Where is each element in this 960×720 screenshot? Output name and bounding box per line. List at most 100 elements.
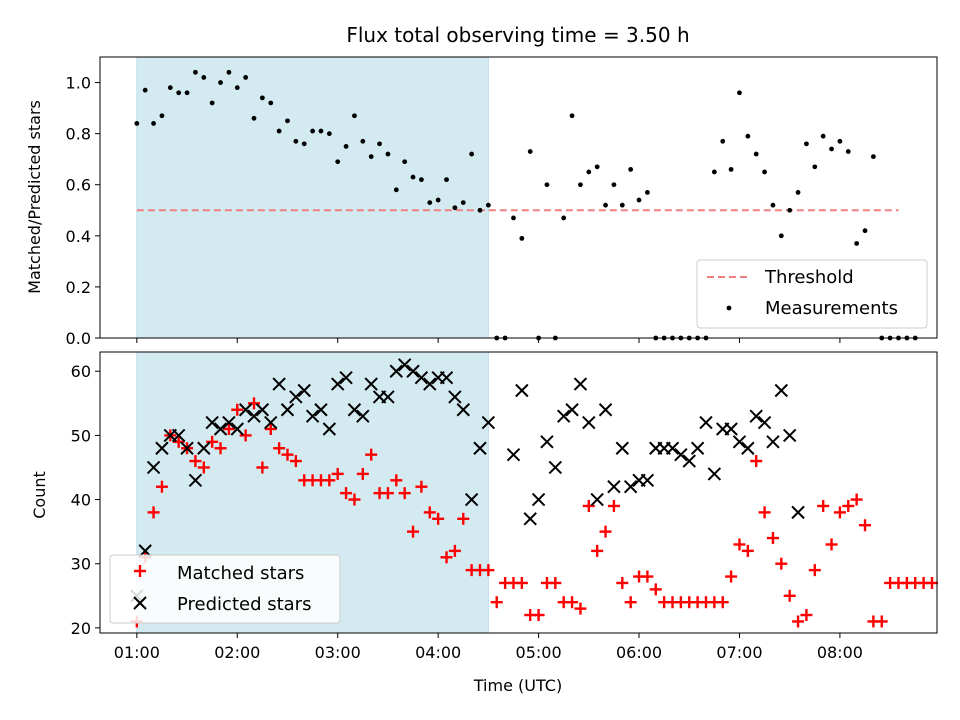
- matched-stars-point: [482, 564, 495, 577]
- count-panel: Count Time (UTC) 01:00 02:00 03:00 04:00 05:…: [30, 351, 938, 695]
- matched-stars-point: [239, 429, 252, 442]
- matched-stars-point: [817, 499, 830, 512]
- x-tick-label: 02:00: [214, 643, 260, 662]
- y-axis-label-count: Count: [30, 471, 49, 519]
- measurement-point: [193, 69, 198, 75]
- measurement-point: [820, 133, 826, 139]
- predicted-stars-point: [548, 460, 563, 475]
- matched-stars-point: [859, 519, 872, 532]
- y-tick-label: 0.6: [66, 176, 91, 195]
- predicted-stars-point: [782, 428, 797, 443]
- predicted-stars-point: [556, 409, 571, 423]
- matched-stars-point: [766, 532, 779, 545]
- matched-stars-point: [415, 480, 428, 493]
- matched-stars-point: [925, 576, 938, 589]
- legend-measurements-swatch: [726, 305, 732, 311]
- matched-stars-point: [733, 538, 746, 551]
- predicted-stars-point: [582, 415, 596, 430]
- measurement-point: [854, 241, 860, 246]
- measurement-point: [720, 138, 726, 144]
- matched-stars-point: [549, 576, 562, 589]
- predicted-stars-point: [640, 473, 655, 488]
- legend-measurements-label: Measurements: [765, 298, 898, 319]
- predicted-stars-point: [155, 441, 169, 455]
- legend-matched-swatch: [134, 565, 146, 577]
- predicted-stars-point: [247, 409, 261, 423]
- measurement-point: [728, 167, 734, 172]
- predicted-stars-point: [607, 480, 621, 494]
- measurement-point: [276, 128, 282, 134]
- measurement-point: [427, 200, 433, 206]
- matched-stars-point: [875, 615, 888, 628]
- measurement-point: [644, 189, 650, 195]
- predicted-stars-point: [481, 415, 496, 430]
- measurement-point: [352, 113, 357, 119]
- chart-title: Flux total observing time = 3.50 h: [346, 23, 689, 47]
- measurement-point: [201, 75, 207, 80]
- predicted-stars-point: [255, 403, 270, 417]
- measurement-point: [142, 87, 148, 93]
- predicted-stars-point: [305, 409, 320, 423]
- matched-stars-point: [390, 474, 403, 487]
- measurement-point: [151, 121, 156, 126]
- y-tick-label: 50: [71, 426, 91, 445]
- x-tick-label: 07:00: [716, 643, 762, 662]
- matched-stars-point: [725, 570, 738, 583]
- x-tick-label: 04:00: [415, 643, 461, 662]
- predicted-stars-point: [774, 383, 789, 398]
- matched-stars-point: [222, 422, 235, 435]
- matched-stars-point: [574, 602, 587, 615]
- matched-stars-point: [616, 576, 629, 589]
- matched-stars-point: [423, 506, 436, 519]
- x-tick-label: 03:00: [315, 643, 361, 662]
- predicted-stars-point: [456, 403, 470, 417]
- plot-frame-count: [99, 351, 938, 634]
- predicted-stars-point: [356, 409, 370, 423]
- predicted-stars-point: [699, 415, 713, 430]
- matched-stars-point: [741, 544, 754, 557]
- measurement-point: [845, 149, 851, 154]
- measurement-point: [603, 202, 608, 208]
- matched-stars-point: [649, 583, 662, 596]
- measurement-point: [469, 151, 475, 157]
- matched-stars-point: [231, 403, 244, 416]
- measurement-point: [360, 138, 366, 144]
- matched-stars-point: [356, 467, 369, 480]
- measurement-point: [569, 113, 575, 119]
- predicted-stars-point: [289, 390, 303, 404]
- measurement-point: [218, 80, 223, 85]
- predicted-stars-point: [674, 447, 688, 462]
- y-tick-label: 0.0: [66, 329, 91, 348]
- measurement-point: [410, 174, 416, 180]
- predicted-stars-point: [439, 370, 454, 385]
- matched-stars-point: [197, 461, 210, 474]
- predicted-stars-point: [623, 480, 638, 494]
- matched-stars-point: [783, 589, 796, 602]
- predicted-stars-point: [682, 454, 696, 468]
- matched-stars-point: [256, 461, 269, 474]
- measurement-point: [393, 187, 399, 193]
- measurement-point: [804, 141, 809, 147]
- predicted-stars-point: [724, 422, 738, 436]
- measurement-point: [310, 128, 315, 134]
- measurement-point: [435, 197, 441, 203]
- predicted-stars-point: [523, 512, 537, 526]
- measurement-point: [762, 169, 767, 175]
- matched-stars-point: [457, 512, 470, 525]
- matched-stars-point: [264, 422, 277, 435]
- predicted-stars-point: [565, 403, 579, 417]
- measurement-point: [578, 182, 583, 188]
- y-tick-label: 60: [71, 362, 91, 381]
- predicted-stars-point: [515, 383, 529, 398]
- measurement-point: [452, 205, 458, 211]
- measurement-point: [586, 169, 592, 175]
- predicted-stars-point: [339, 370, 353, 385]
- predicted-stars-point: [222, 415, 236, 430]
- matched-stars-point: [381, 487, 394, 500]
- predicted-stars-point: [423, 377, 437, 391]
- predicted-stars-point: [573, 377, 588, 391]
- matched-stars-point: [582, 499, 595, 512]
- legend-predicted-label: Predicted stars: [177, 594, 311, 615]
- measurement-point: [477, 207, 483, 213]
- measurement-point: [527, 149, 533, 154]
